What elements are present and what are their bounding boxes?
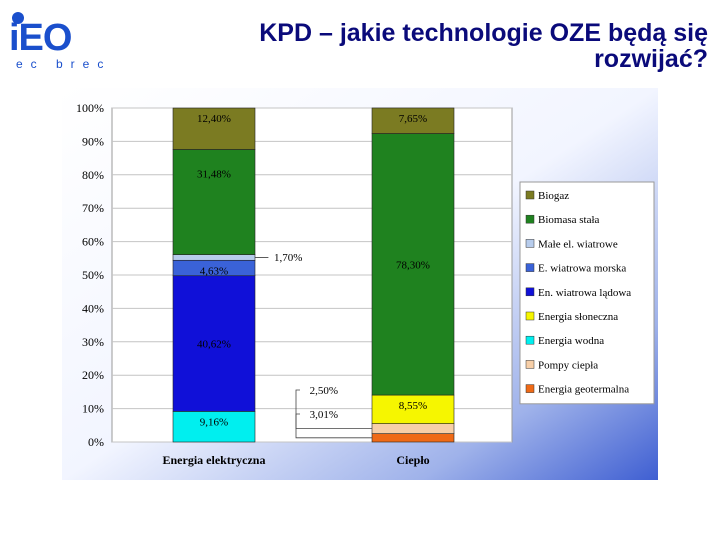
data-label: 8,55% [399, 400, 427, 412]
page-title-line-2: rozwijać? [594, 45, 708, 73]
logo-dot-icon [12, 12, 24, 24]
y-tick-label: 50% [82, 268, 104, 282]
y-tick-label: 0% [88, 435, 104, 449]
logo-text: iEO [9, 17, 71, 59]
data-label: 4,63% [200, 265, 228, 277]
data-label: 78,30% [396, 259, 430, 271]
y-tick-label: 10% [82, 402, 104, 416]
data-label: 12,40% [197, 113, 231, 125]
legend-swatch [525, 190, 535, 200]
legend-swatch [525, 360, 535, 369]
data-label: 40,62% [197, 339, 231, 351]
legend-swatch [525, 335, 535, 345]
legend-label: Energia słoneczna [538, 311, 618, 323]
leader-line [295, 413, 372, 430]
legend-swatch [525, 263, 535, 272]
stacked-bar-chart: 0% 10% 20% 30% 40% 50% 60% 70% 80% 90% 100% Energi… [62, 88, 658, 480]
x-category-label: Ciepło [396, 453, 429, 467]
ieo-logo: iEO ec brec [9, 12, 111, 71]
bar-segment [371, 394, 455, 424]
data-label: 1,70% [274, 252, 302, 264]
bar-segment [172, 107, 256, 150]
legend-label: Biogaz [538, 190, 569, 202]
legend-swatch [525, 311, 535, 321]
bar-segment [172, 411, 256, 443]
bar-segment [172, 254, 256, 261]
legend-swatch [525, 384, 535, 393]
bar-segment [172, 149, 256, 255]
y-tick-label: 60% [82, 235, 104, 249]
chart-frame: 0% 10% 20% 30% 40% 50% 60% 70% 80% 90% 100% Energi… [62, 88, 658, 480]
legend-swatch [525, 239, 535, 248]
legend-label: Pompy ciepła [538, 359, 598, 371]
legend-swatch [525, 287, 535, 297]
data-label: 2,50% [310, 385, 338, 397]
data-label: 9,16% [200, 416, 228, 428]
bar-segment [371, 107, 455, 134]
data-label: 3,01% [310, 409, 338, 421]
y-tick-label: 100% [76, 101, 104, 115]
page-title-line-1: KPD – jakie technologie OZE będą się [259, 19, 708, 47]
y-tick-label: 80% [82, 168, 104, 182]
x-category-label: Energia elektryczna [163, 453, 266, 467]
legend-label: Energia geotermalna [538, 384, 629, 396]
y-tick-label: 30% [82, 335, 104, 349]
y-tick-label: 20% [82, 368, 104, 382]
page-title: KPD – jakie technologie OZE będą się roz… [148, 20, 708, 72]
legend-box [519, 181, 655, 405]
legend-swatch [525, 214, 535, 224]
bar-segment [371, 133, 455, 396]
logo-subtext: ec brec [16, 57, 111, 71]
y-tick-label: 90% [82, 134, 104, 148]
bar-segment [172, 275, 256, 412]
y-tick-label: 40% [82, 301, 104, 315]
bar-segment [371, 423, 455, 434]
legend-label: Małe el. wiatrowe [538, 238, 618, 250]
legend-label: E. wiatrowa morska [538, 263, 626, 275]
y-tick-label: 70% [82, 201, 104, 215]
legend-label: En. wiatrowa lądowa [538, 287, 631, 299]
data-label: 31,48% [197, 168, 231, 180]
data-label: 7,65% [399, 113, 427, 125]
legend-label: Energia wodna [538, 335, 604, 347]
bar-segment [371, 433, 455, 443]
legend-label: Biomasa stała [538, 214, 600, 226]
